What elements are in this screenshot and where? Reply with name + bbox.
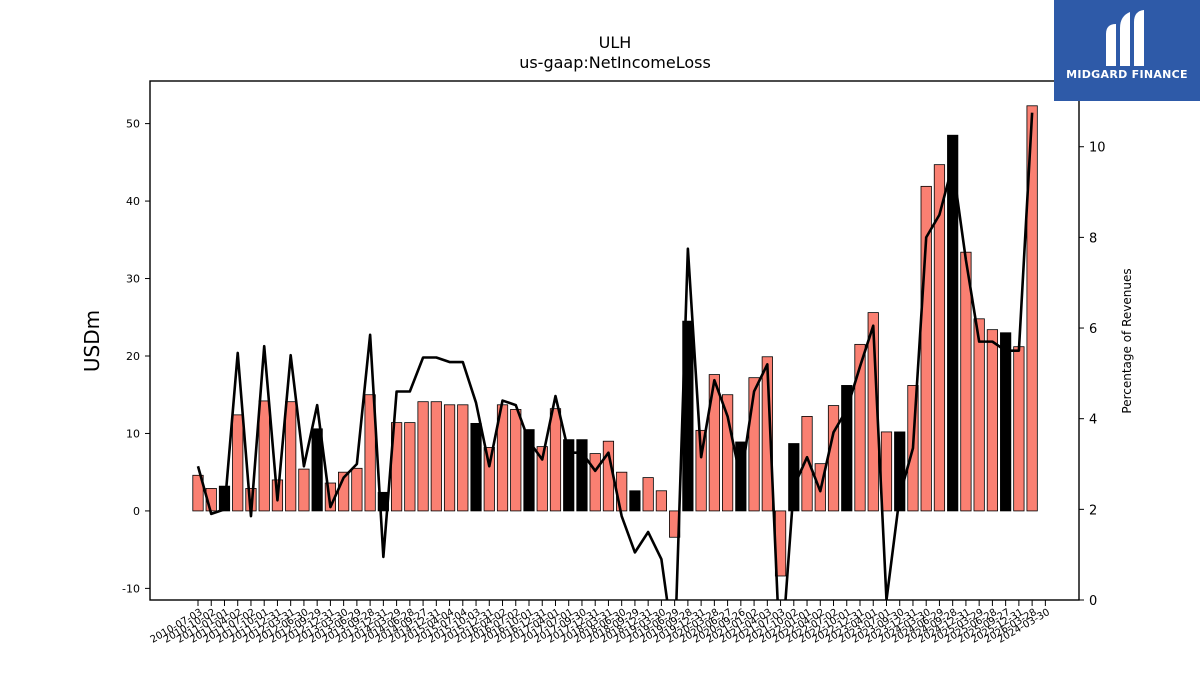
bar xyxy=(311,428,323,512)
bar xyxy=(589,453,601,512)
y-tick-label: 20 xyxy=(126,350,140,363)
bar xyxy=(443,404,456,512)
bar xyxy=(510,409,522,512)
bar xyxy=(1000,332,1012,512)
bar xyxy=(933,164,946,512)
bar xyxy=(616,471,628,512)
bar xyxy=(1013,346,1025,512)
bar xyxy=(695,429,707,512)
bar xyxy=(470,422,482,512)
y2-tick-label: 6 xyxy=(1089,322,1097,337)
bar xyxy=(722,394,734,512)
line-series xyxy=(196,112,1034,600)
bar xyxy=(430,401,442,512)
brand-mark-icon xyxy=(1106,10,1144,66)
bar xyxy=(708,374,720,512)
bar xyxy=(920,185,932,512)
y-tick-label: -10 xyxy=(122,582,140,595)
bar xyxy=(298,468,310,512)
bar xyxy=(404,422,416,512)
bar xyxy=(364,394,376,512)
bar xyxy=(483,446,495,512)
bar xyxy=(417,401,429,512)
brand-logo: MIDGARD FINANCE xyxy=(1054,0,1200,101)
y-tick-label: 30 xyxy=(126,273,140,286)
y-tick-label: 10 xyxy=(126,427,140,440)
bar xyxy=(549,408,562,512)
bar xyxy=(761,356,773,512)
y2-tick-label: 0 xyxy=(1089,594,1097,609)
bar-series xyxy=(192,105,1038,577)
bar xyxy=(258,400,270,512)
bar xyxy=(973,318,985,512)
plot-frame xyxy=(149,80,1080,601)
bar xyxy=(655,490,668,512)
axes: -100102030405002468102010-07-032010-10-0… xyxy=(122,80,1106,646)
chart-title: ULH xyxy=(599,33,632,52)
y2-tick-label: 10 xyxy=(1089,141,1106,156)
y2-tick-label: 8 xyxy=(1089,231,1097,246)
bar xyxy=(285,401,297,512)
bar xyxy=(854,343,866,512)
bar xyxy=(748,377,760,512)
bar xyxy=(457,404,469,512)
y-tick-label: 40 xyxy=(126,195,140,208)
bar xyxy=(351,467,363,512)
bar xyxy=(232,414,244,512)
brand-name: MIDGARD FINANCE xyxy=(1066,68,1188,81)
bar xyxy=(642,477,654,512)
bar xyxy=(986,329,999,512)
y-tick-label: 50 xyxy=(126,118,140,131)
bar xyxy=(947,134,959,512)
bar xyxy=(192,474,204,512)
y2-tick-label: 2 xyxy=(1089,503,1097,518)
bar xyxy=(960,251,972,512)
bar xyxy=(576,439,588,512)
y2-axis-label: Percentage of Revenues xyxy=(1120,268,1134,413)
y-axis-label: USDm xyxy=(80,310,104,372)
bar xyxy=(1026,105,1038,512)
bar xyxy=(563,439,575,512)
bar xyxy=(629,490,641,512)
bar xyxy=(523,429,535,512)
bar xyxy=(536,446,548,512)
y2-tick-label: 4 xyxy=(1089,413,1097,428)
y-tick-label: 0 xyxy=(133,505,140,518)
bar xyxy=(827,405,840,512)
chart-subtitle: us-gaap:NetIncomeLoss xyxy=(519,53,711,72)
revenue-percentage-line xyxy=(196,112,1034,600)
bar xyxy=(841,385,853,512)
bar xyxy=(801,416,813,512)
bar xyxy=(894,431,906,512)
